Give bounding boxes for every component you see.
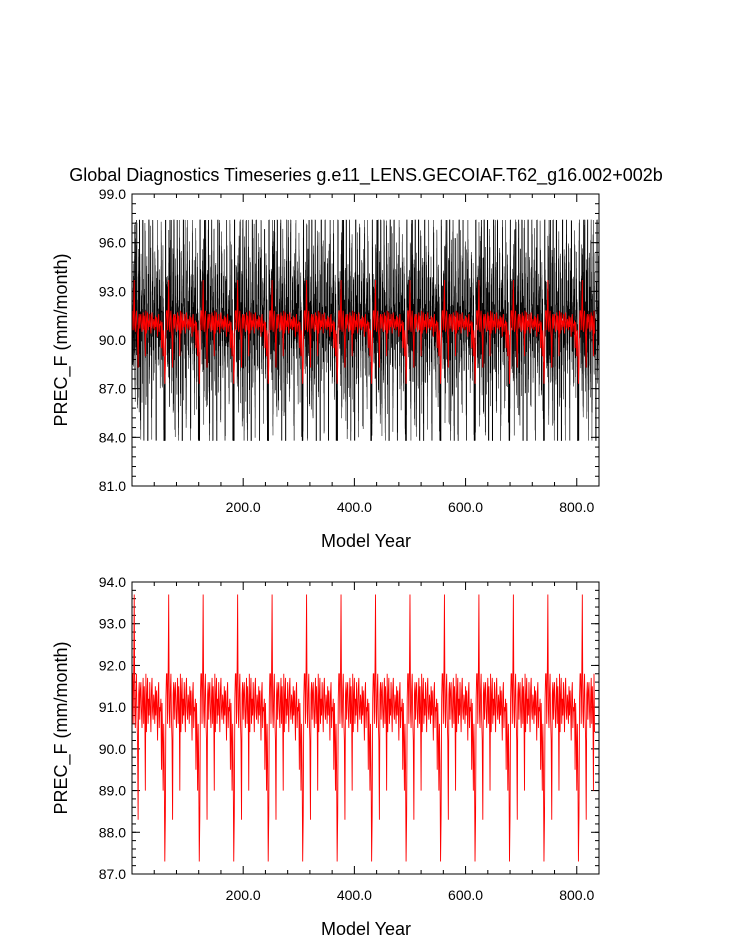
top-series-annual-line (132, 279, 595, 384)
top-y-axis-label: PREC_F (mm/month) (51, 253, 72, 426)
top-x-tick-label: 400.0 (337, 499, 372, 515)
top-y-tick-label: 96.0 (99, 235, 126, 251)
bottom-x-tick-label: 400.0 (337, 887, 372, 903)
bottom-x-tick-labels: 200.0 400.0 600.0 800.0 (226, 887, 595, 903)
top-x-axis-label: Model Year (321, 531, 411, 551)
bottom-x-tick-label: 200.0 (226, 887, 261, 903)
top-chart: 81.0 84.0 87.0 90.0 93.0 96.0 99.0 200.0 400.0 6… (51, 186, 600, 551)
bottom-series-annual-line (132, 594, 595, 862)
bottom-y-tick-label: 94.0 (99, 574, 126, 590)
top-x-tick-label: 800.0 (559, 499, 594, 515)
bottom-y-axis-label: PREC_F (mm/month) (51, 641, 72, 814)
top-x-tick-label: 200.0 (226, 499, 261, 515)
bottom-plot-frame (131, 581, 600, 875)
bottom-y-tick-label: 91.0 (99, 699, 126, 715)
bottom-axis-ticks (132, 581, 599, 875)
top-y-tick-label: 93.0 (99, 283, 126, 299)
bottom-x-axis-label: Model Year (321, 919, 411, 939)
bottom-x-tick-label: 600.0 (448, 887, 483, 903)
bottom-y-tick-label: 92.0 (99, 657, 126, 673)
top-y-tick-labels: 81.0 84.0 87.0 90.0 93.0 96.0 99.0 (99, 186, 126, 494)
top-x-tick-label: 600.0 (448, 499, 483, 515)
bottom-y-tick-label: 93.0 (99, 616, 126, 632)
bottom-series-group (132, 594, 595, 862)
top-y-tick-label: 87.0 (99, 381, 126, 397)
top-y-tick-label: 81.0 (99, 478, 126, 494)
top-series-group (131, 219, 600, 441)
top-x-tick-labels: 200.0 400.0 600.0 800.0 (226, 499, 595, 515)
top-plot-frame (131, 193, 600, 487)
bottom-y-tick-label: 88.0 (99, 824, 126, 840)
bottom-y-tick-labels: 87.0 88.0 89.0 90.0 91.0 92.0 93.0 94.0 (99, 574, 126, 882)
top-y-tick-label: 84.0 (99, 429, 126, 445)
bottom-y-tick-label: 89.0 (99, 783, 126, 799)
bottom-chart: 87.0 88.0 89.0 90.0 91.0 92.0 93.0 94.0 200.0 40… (51, 574, 600, 939)
bottom-x-tick-label: 800.0 (559, 887, 594, 903)
top-y-tick-label: 90.0 (99, 332, 126, 348)
bottom-y-tick-label: 90.0 (99, 741, 126, 757)
chart-title: Global Diagnostics Timeseries g.e11_LENS… (69, 165, 663, 186)
bottom-y-tick-label: 87.0 (99, 866, 126, 882)
top-y-tick-label: 99.0 (99, 186, 126, 202)
